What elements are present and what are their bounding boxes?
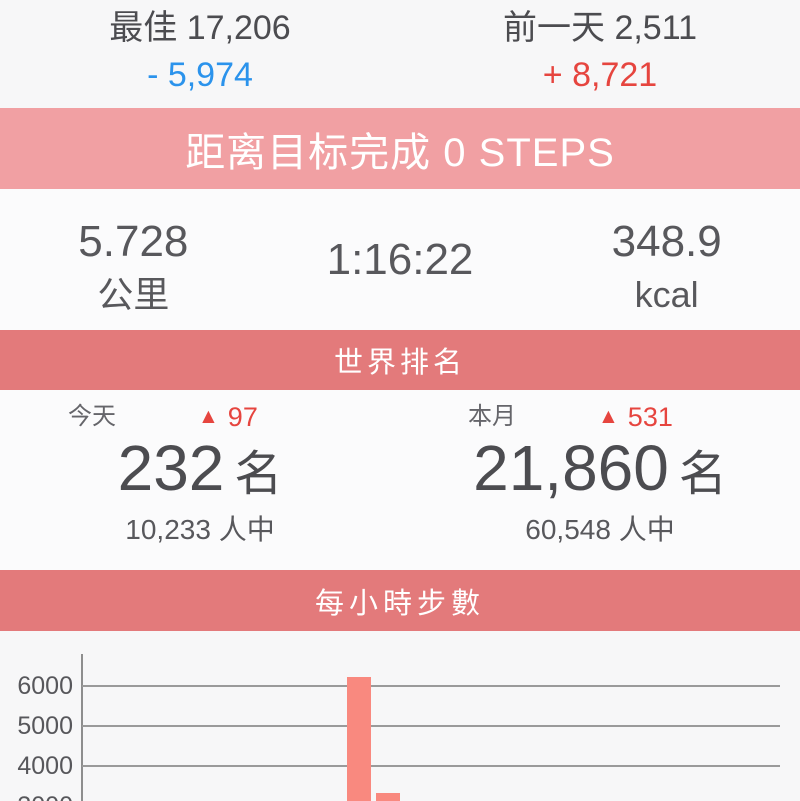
gridline-4000 <box>82 765 780 767</box>
distance-stat: 5.728 公里 <box>0 189 267 330</box>
rank-month-column: 本月 ▲ 531 21,860 名 60,548 人中 <box>400 390 800 570</box>
rank-month-unit: 名 <box>678 448 727 501</box>
previous-day-row: 前一天 2,511 <box>400 4 800 52</box>
rank-month-change: ▲ 531 <box>598 402 673 432</box>
previous-day-label: 前一天 <box>502 9 605 47</box>
calories-stat: 348.9 kcal <box>533 189 800 330</box>
gridline-5000 <box>82 725 780 727</box>
previous-day-delta: + 8,721 <box>542 56 658 94</box>
y-axis-line <box>81 654 83 801</box>
rank-today-total: 10,233 人中 <box>125 514 275 545</box>
duration-stat: 1:16:22 <box>267 189 534 330</box>
rank-today-value: 232 名 <box>0 434 400 504</box>
best-delta: - 5,974 <box>147 56 253 94</box>
calories-value: 348.9 <box>611 217 722 266</box>
rank-month-head: 本月 ▲ 531 <box>400 402 800 432</box>
rank-today-change: ▲ 97 <box>198 402 258 432</box>
distance-unit: 公里 <box>97 274 170 315</box>
previous-day-column: 前一天 2,511 + 8,721 <box>400 0 800 108</box>
calories-unit: kcal <box>634 274 699 315</box>
hourly-steps-chart: 6000 5000 4000 3000 <box>0 631 800 801</box>
hourly-steps-bar <box>376 793 400 801</box>
distance-value: 5.728 <box>78 217 189 266</box>
goal-banner: 距离目标完成 0 STEPS <box>0 108 800 189</box>
rank-up-icon: ▲ <box>198 405 219 428</box>
rank-month-value: 21,860 名 <box>400 434 800 504</box>
gridline-6000 <box>82 685 780 687</box>
previous-day-value: 2,511 <box>614 9 697 47</box>
comparison-section: 最佳 17,206 - 5,974 前一天 2,511 + 8,721 <box>0 0 800 108</box>
best-row: 最佳 17,206 <box>0 4 400 52</box>
rank-up-icon: ▲ <box>598 405 619 428</box>
hourly-steps-banner: 每小時步數 <box>0 570 800 631</box>
rank-today-label: 今天 <box>68 403 116 430</box>
y-axis-tick-label: 3000 <box>9 792 73 801</box>
stats-section: 5.728 公里 1:16:22 348.9 kcal <box>0 189 800 330</box>
rank-today-column: 今天 ▲ 97 232 名 10,233 人中 <box>0 390 400 570</box>
duration-value: 1:16:22 <box>326 234 474 284</box>
rank-today-change-value: 97 <box>227 402 258 432</box>
y-axis-tick-label: 4000 <box>17 752 73 780</box>
y-axis-tick-label: 6000 <box>17 672 73 700</box>
rank-month-label: 本月 <box>468 403 516 430</box>
world-ranking-banner: 世界排名 <box>0 330 800 390</box>
rank-month-total: 60,548 人中 <box>525 514 675 545</box>
world-ranking-section: 今天 ▲ 97 232 名 10,233 人中 本月 ▲ 531 21,860 名 60… <box>0 390 800 570</box>
rank-month-number: 21,860 <box>473 432 669 504</box>
hourly-steps-bar <box>346 677 371 801</box>
rank-today-number: 232 <box>117 432 225 504</box>
rank-today-head: 今天 ▲ 97 <box>0 402 400 432</box>
best-value: 17,206 <box>186 9 291 47</box>
y-axis-tick-label: 5000 <box>17 712 73 740</box>
rank-month-change-value: 531 <box>627 402 673 432</box>
rank-today-unit: 名 <box>234 448 283 501</box>
best-label: 最佳 <box>109 9 178 47</box>
best-column: 最佳 17,206 - 5,974 <box>0 0 400 108</box>
